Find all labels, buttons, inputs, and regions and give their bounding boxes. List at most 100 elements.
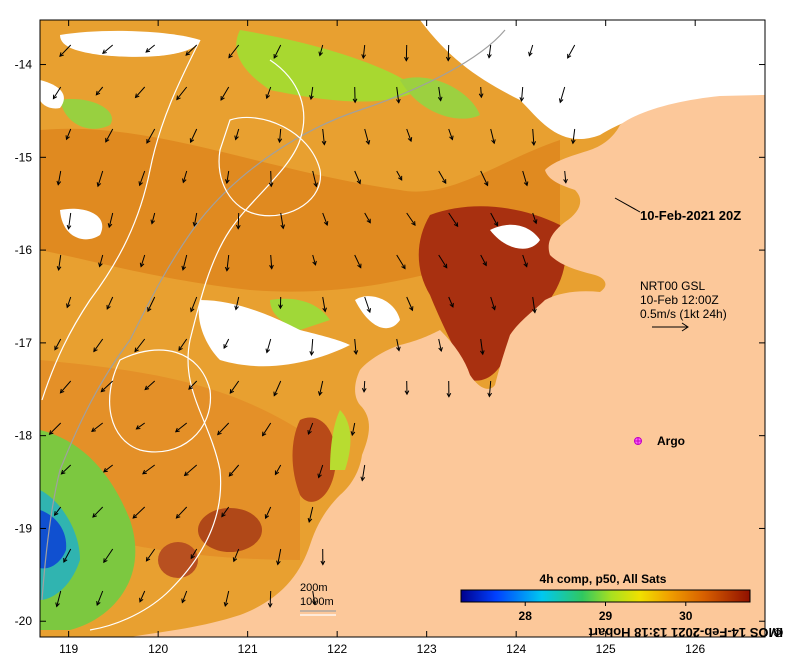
current-vector (364, 212, 371, 223)
lat-tick-label: -17 (15, 336, 33, 350)
current-vectors (48, 44, 576, 608)
current-vector-head (322, 307, 327, 313)
current-vector-head (223, 344, 228, 350)
current-time-label: 10-Feb 12:00Z (640, 293, 719, 307)
current-vector (396, 254, 406, 269)
lat-tick-label: -19 (15, 521, 33, 535)
current-vector-head (223, 601, 229, 607)
current-vector-head (103, 558, 108, 564)
current-vector (322, 128, 325, 145)
current-vector-head (217, 430, 222, 436)
colorbar-tick-label: 29 (599, 609, 613, 623)
current-vector (188, 380, 198, 390)
current-vector (145, 44, 156, 53)
current-vector (60, 380, 72, 394)
current-vector-head (309, 95, 314, 101)
current-vector-head (307, 517, 313, 523)
current-vector (99, 254, 104, 267)
current-vector-head (65, 135, 70, 141)
current-vector-head (56, 180, 62, 186)
current-vector-head (482, 261, 487, 267)
current-vector (262, 422, 272, 436)
current-vector-head (63, 557, 68, 563)
current-vector-head (96, 600, 101, 606)
current-vector (146, 548, 156, 562)
current-vector-head (190, 307, 195, 313)
current-vector-head (528, 51, 533, 57)
current-vector-head (139, 597, 144, 603)
current-vector-head (523, 181, 529, 187)
current-vector-head (53, 511, 59, 516)
current-vector (102, 44, 114, 54)
current-vector-head (66, 303, 71, 309)
current-vector (522, 254, 528, 267)
current-vector (235, 128, 240, 140)
current-vector (96, 590, 104, 606)
current-vector-head (317, 473, 322, 479)
current-vector (438, 254, 448, 269)
current-vector (103, 548, 114, 563)
lat-tick-label: -14 (15, 58, 33, 72)
current-vector (233, 548, 240, 562)
current-vector-head (134, 347, 139, 353)
current-vector-head (264, 514, 270, 520)
no-data-region (40, 80, 64, 109)
current-vector (318, 464, 324, 478)
current-vector (135, 86, 146, 98)
current-vector-head (224, 266, 230, 272)
current-vector (228, 464, 240, 477)
current-vector-head (145, 48, 151, 53)
current-vector (572, 128, 576, 144)
current-vector-head (185, 51, 191, 56)
current-vector-head (176, 95, 181, 101)
current-vector (132, 506, 146, 519)
current-vector (567, 44, 576, 59)
current-vector (178, 338, 188, 351)
sst-cool-patch (60, 99, 112, 129)
current-vector (49, 422, 62, 435)
current-vector-head (91, 427, 96, 433)
current-vector-head (478, 93, 484, 99)
current-vector-head (95, 90, 101, 96)
current-vector (151, 212, 156, 224)
current-vector (223, 338, 230, 349)
current-vector-head (523, 262, 528, 268)
current-vector-head (357, 263, 362, 269)
current-vector-head (175, 513, 181, 519)
current-vector (190, 128, 198, 143)
current-vector-head (234, 305, 239, 311)
current-vector (396, 86, 400, 103)
current-vector-head (312, 260, 317, 266)
lon-tick-label: 119 (59, 642, 78, 656)
current-vector-head (228, 471, 234, 477)
pass-pointer-line (614, 197, 641, 213)
current-vector-head (532, 308, 537, 314)
current-vector-head (134, 93, 140, 99)
isobath-1000m (218, 116, 322, 217)
current-vector (480, 254, 487, 266)
current-vector (266, 338, 272, 353)
current-vector (190, 296, 198, 312)
current-vector-head (558, 98, 564, 104)
current-vector-head (273, 53, 278, 59)
current-vector (354, 170, 361, 184)
no-data-region (355, 296, 400, 329)
current-vector (106, 296, 114, 310)
lat-tick-label: -16 (15, 243, 33, 257)
current-vector-head (409, 306, 414, 312)
map-frame (39, 19, 766, 638)
colorbar (460, 589, 751, 603)
current-scale-label: 0.5m/s (1kt 24h) (640, 307, 727, 321)
current-vector (52, 86, 62, 99)
argo-float-marker (634, 437, 642, 445)
current-vector (522, 170, 528, 186)
current-vector (488, 44, 492, 58)
current-vector-head (352, 98, 358, 104)
current-vector-head (563, 178, 568, 184)
current-vector (490, 212, 499, 226)
current-vector (308, 506, 314, 523)
current-vector (56, 590, 62, 607)
current-vector-head (189, 138, 195, 144)
current-vector-head (106, 304, 111, 310)
current-vector (91, 422, 104, 432)
